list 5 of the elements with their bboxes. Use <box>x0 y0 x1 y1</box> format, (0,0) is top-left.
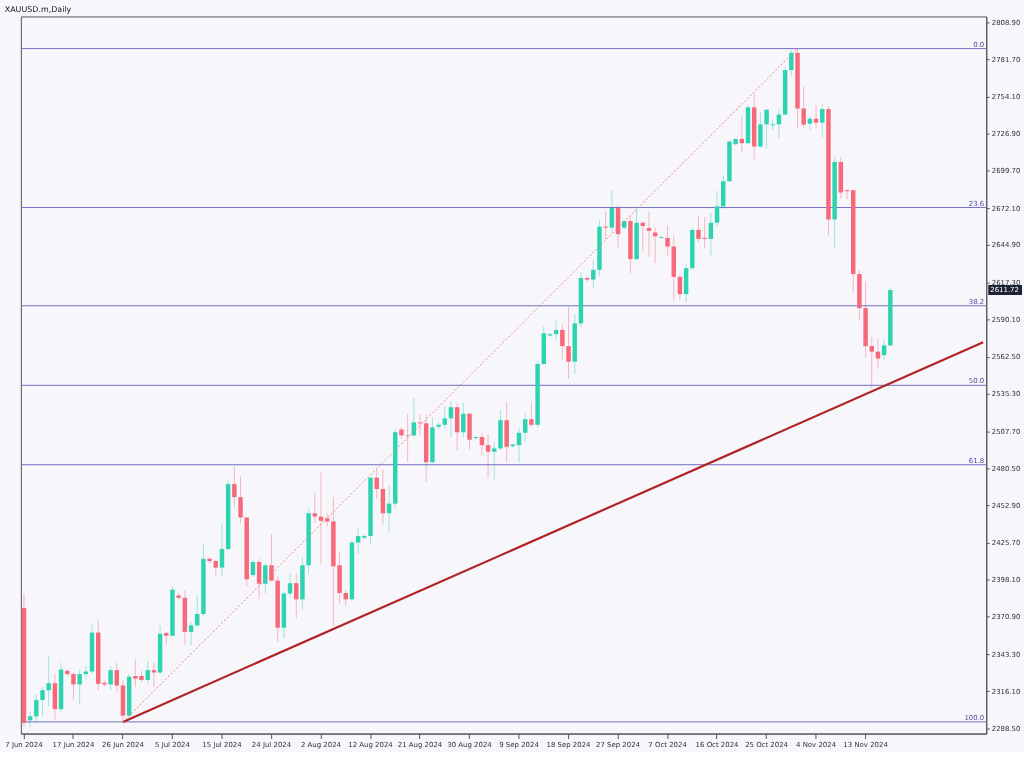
candlestick <box>584 275 590 283</box>
candlestick <box>807 115 813 131</box>
candlestick <box>547 332 553 338</box>
chart-title: XAUUSD.m,Daily <box>4 5 72 15</box>
candlestick <box>770 119 775 131</box>
